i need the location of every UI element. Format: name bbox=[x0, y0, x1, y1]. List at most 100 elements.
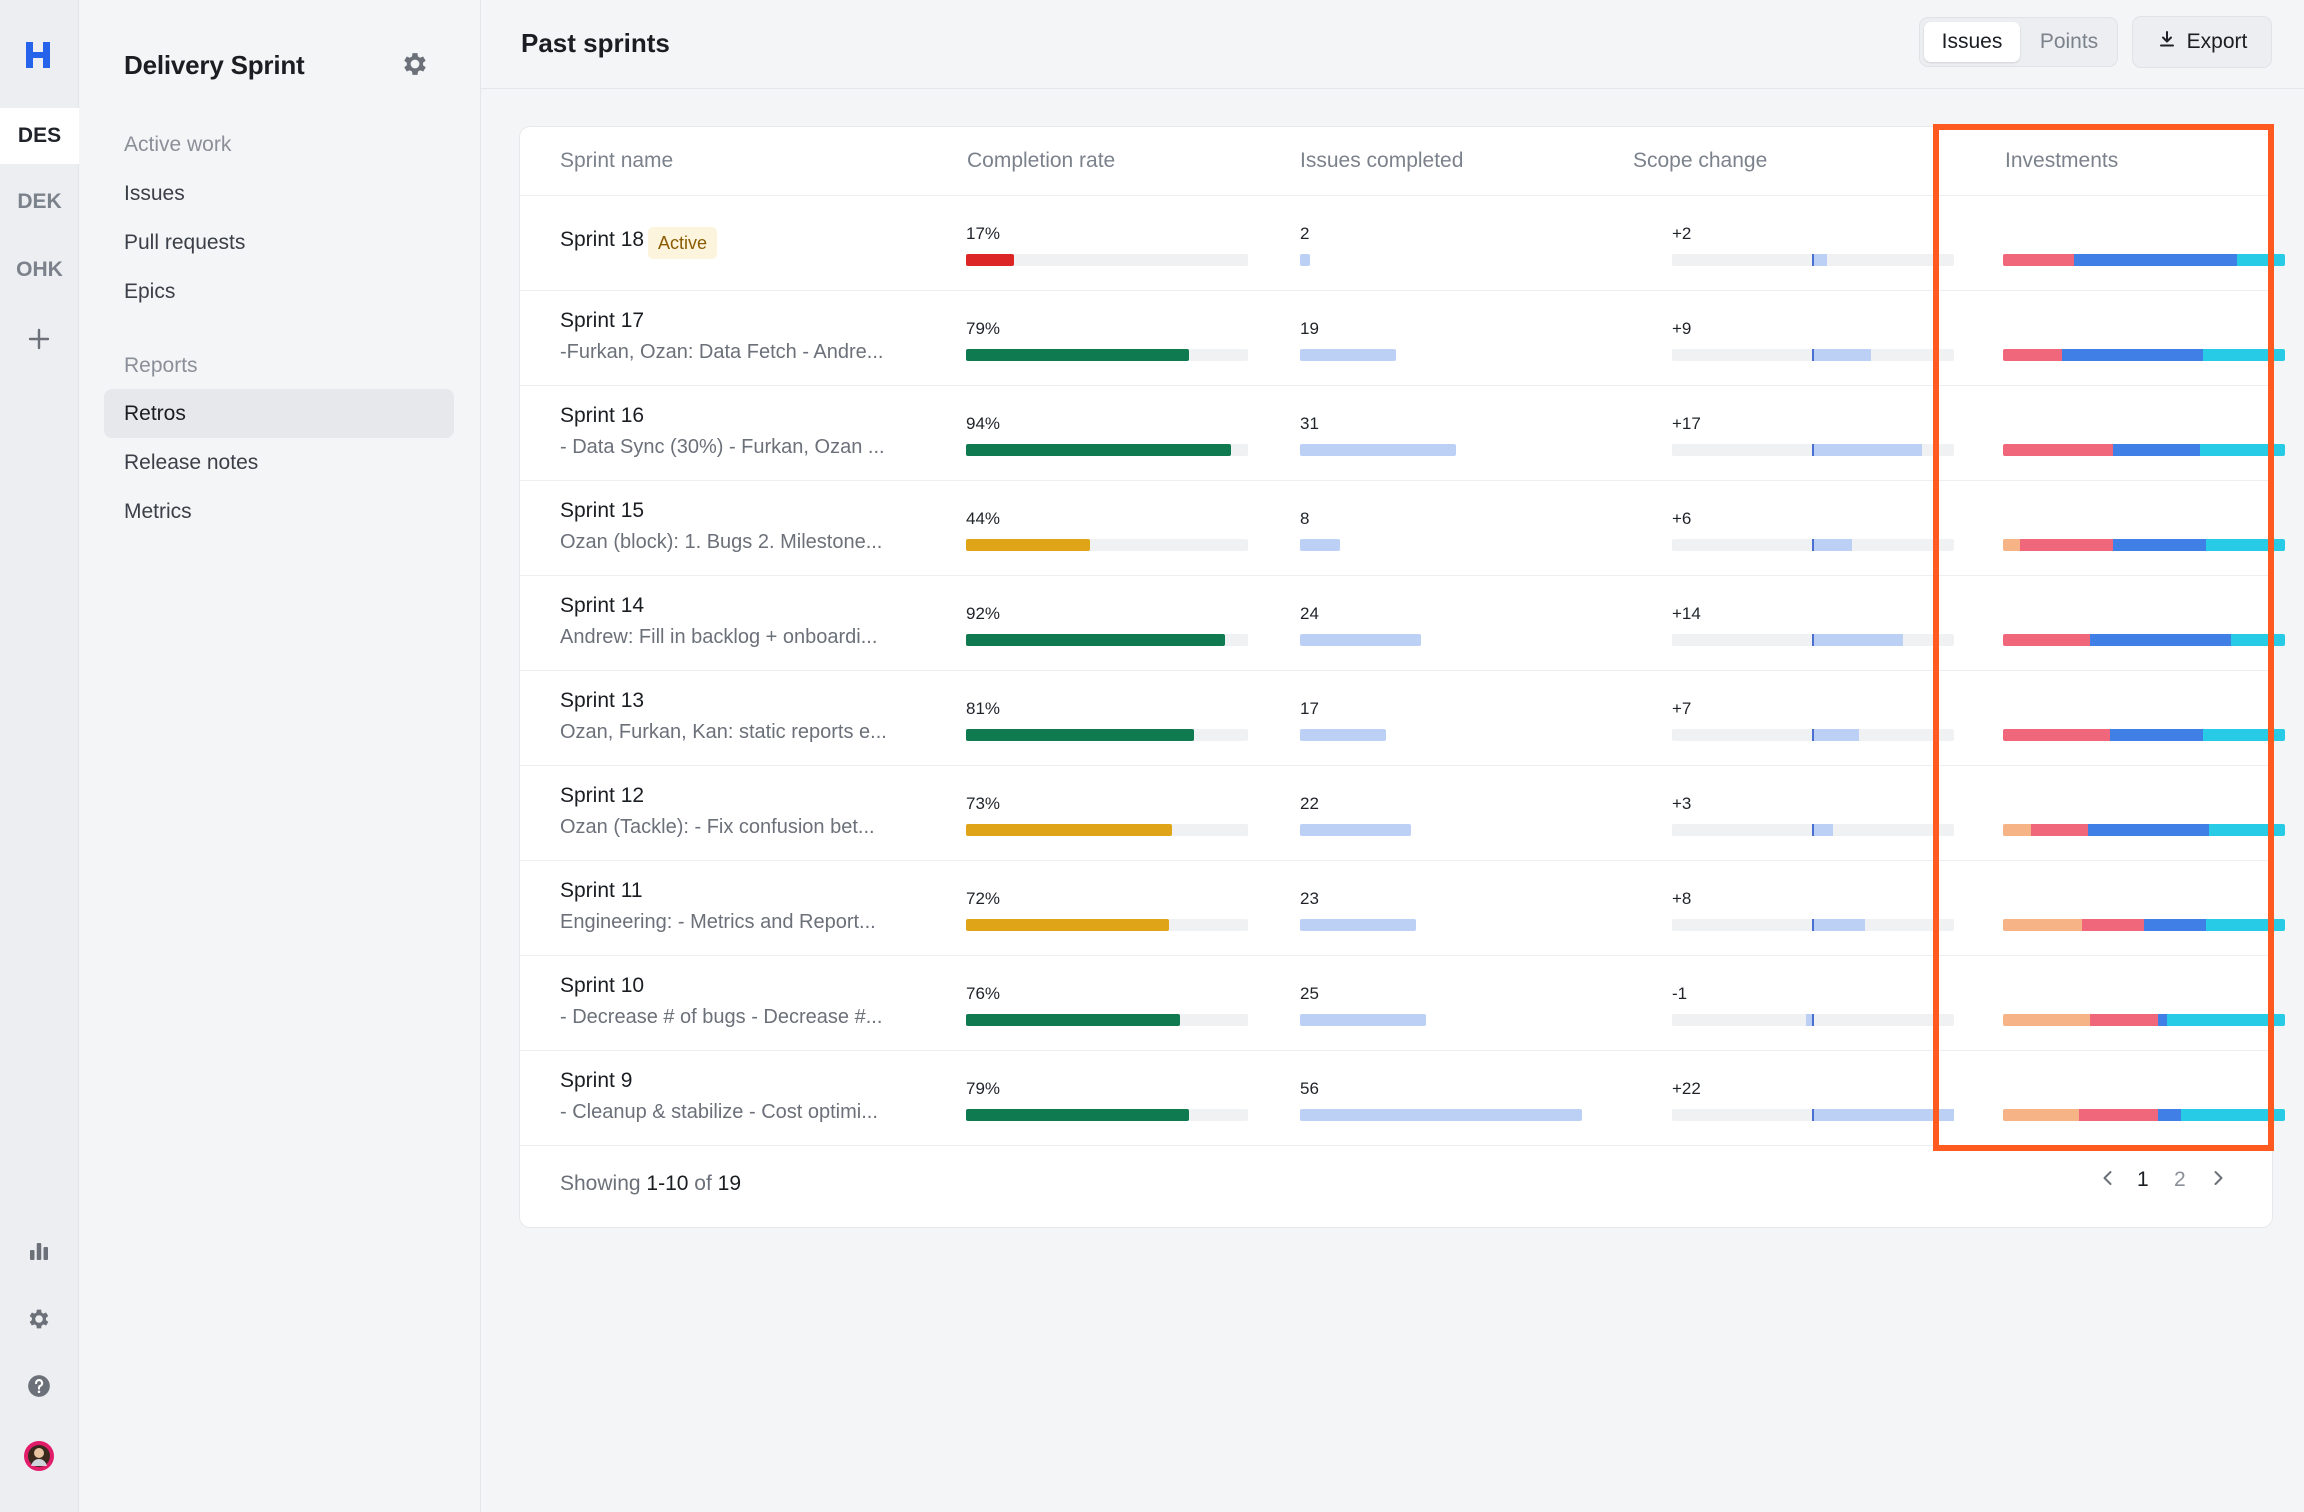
scope-track bbox=[1672, 634, 1954, 646]
investment-bar[interactable] bbox=[2003, 1109, 2285, 1121]
scope-fill bbox=[1805, 1014, 1812, 1026]
next-page-icon[interactable] bbox=[2208, 1168, 2228, 1194]
investment-segment bbox=[2003, 634, 2091, 646]
section-active-work: Active work bbox=[124, 133, 232, 156]
toggle-issues[interactable]: Issues bbox=[1924, 22, 2020, 62]
user-avatar[interactable] bbox=[20, 1437, 58, 1475]
page-title: Past sprints bbox=[521, 28, 670, 58]
issues-value: 22 bbox=[1300, 794, 1319, 813]
issues-value: 17 bbox=[1300, 699, 1319, 718]
issues-bar bbox=[1300, 254, 1311, 266]
completion-fill bbox=[966, 824, 1172, 836]
completion-fill bbox=[966, 634, 1226, 646]
issues-bar bbox=[1300, 919, 1416, 931]
scope-axis bbox=[1812, 824, 1814, 836]
table-row[interactable]: Sprint 9 - Cleanup & stabilize - Cost opt… bbox=[520, 1051, 2285, 1146]
workspace-rail: DES DEK OHK bbox=[0, 0, 79, 1512]
investment-bar[interactable] bbox=[2003, 729, 2285, 741]
export-button[interactable]: Export bbox=[2132, 16, 2272, 68]
unit-toggle: Issues Points bbox=[1919, 17, 2118, 67]
scope-axis bbox=[1812, 729, 1814, 741]
sprint-name[interactable]: Sprint 18 bbox=[560, 228, 645, 251]
table-row[interactable]: Sprint 13 Ozan, Furkan, Kan: static repor… bbox=[520, 671, 2285, 766]
col-investments[interactable]: Investments bbox=[2005, 149, 2119, 172]
issues-value: 31 bbox=[1300, 414, 1319, 433]
toggle-points[interactable]: Points bbox=[2039, 30, 2099, 53]
scope-track bbox=[1672, 1014, 1954, 1026]
col-scope-change[interactable]: Scope change bbox=[1633, 149, 1768, 172]
investment-bar[interactable] bbox=[2003, 1014, 2285, 1026]
workspace-ohk[interactable]: OHK bbox=[16, 258, 63, 281]
table-row[interactable]: Sprint 10 - Decrease # of bugs - Decrease… bbox=[520, 956, 2285, 1051]
col-issues-completed[interactable]: Issues completed bbox=[1300, 149, 1464, 172]
investment-segment bbox=[2158, 1014, 2167, 1026]
table-row[interactable]: Sprint 18 Active 17% 2 +2 bbox=[520, 196, 2285, 291]
sprint-name[interactable]: Sprint 12 bbox=[560, 784, 645, 807]
investment-segment bbox=[2079, 1109, 2159, 1121]
scope-value: +2 bbox=[1672, 224, 1692, 243]
col-completion-rate[interactable]: Completion rate bbox=[967, 149, 1116, 172]
team-settings-icon[interactable] bbox=[400, 49, 430, 79]
completion-track bbox=[966, 349, 1248, 361]
col-sprint-name[interactable]: Sprint name bbox=[560, 149, 674, 172]
completion-value: 81% bbox=[966, 699, 1001, 718]
sprint-name[interactable]: Sprint 14 bbox=[560, 594, 645, 617]
investment-bar[interactable] bbox=[2003, 349, 2285, 361]
issues-value: 19 bbox=[1300, 319, 1319, 338]
sidebar-item-issues[interactable]: Issues bbox=[124, 182, 185, 205]
issues-value: 8 bbox=[1300, 509, 1310, 528]
investment-bar[interactable] bbox=[2003, 824, 2285, 836]
table-row[interactable]: Sprint 14 Andrew: Fill in backlog + onboa… bbox=[520, 576, 2285, 671]
sidebar-item-metrics[interactable]: Metrics bbox=[124, 500, 192, 523]
investment-bar[interactable] bbox=[2003, 444, 2285, 456]
scope-fill bbox=[1814, 824, 1834, 836]
table-row[interactable]: Sprint 12 Ozan (Tackle): - Fix confusion … bbox=[520, 766, 2285, 861]
table-row[interactable]: Sprint 17 -Furkan, Ozan: Data Fetch - And… bbox=[520, 291, 2285, 386]
investment-bar[interactable] bbox=[2003, 919, 2285, 931]
investment-segment bbox=[2110, 729, 2204, 741]
settings-icon[interactable] bbox=[20, 1300, 58, 1338]
investment-segment bbox=[2003, 729, 2111, 741]
sprint-name[interactable]: Sprint 15 bbox=[560, 499, 645, 522]
table-header: Sprint name Completion rate Issues compl… bbox=[520, 127, 2272, 196]
sprint-description: Ozan (Tackle): - Fix confusion bet... bbox=[560, 816, 875, 838]
scope-fill bbox=[1814, 349, 1872, 361]
sidebar-item-pull-requests[interactable]: Pull requests bbox=[124, 231, 246, 254]
sidebar-item-release-notes[interactable]: Release notes bbox=[124, 451, 259, 474]
issues-value: 24 bbox=[1300, 604, 1319, 623]
add-workspace-icon[interactable] bbox=[20, 320, 58, 358]
scope-axis bbox=[1812, 1014, 1814, 1026]
prev-page-icon[interactable] bbox=[2098, 1168, 2118, 1194]
sprint-name[interactable]: Sprint 10 bbox=[560, 974, 645, 997]
sprint-description: Engineering: - Metrics and Report... bbox=[560, 911, 876, 933]
help-icon[interactable] bbox=[20, 1367, 58, 1405]
investment-bar[interactable] bbox=[2003, 634, 2285, 646]
logo-icon[interactable] bbox=[22, 38, 54, 72]
workspace-dek[interactable]: DEK bbox=[17, 190, 62, 213]
investment-segment bbox=[2090, 634, 2232, 646]
table-row[interactable]: Sprint 16 - Data Sync (30%) - Furkan, Oza… bbox=[520, 386, 2285, 481]
sidebar-item-retros[interactable]: Retros bbox=[124, 402, 186, 425]
investment-segment bbox=[2003, 349, 2063, 361]
completion-fill bbox=[966, 729, 1195, 741]
scope-axis bbox=[1812, 444, 1814, 456]
table-row[interactable]: Sprint 15 Ozan (block): 1. Bugs 2. Milest… bbox=[520, 481, 2285, 576]
sprint-name[interactable]: Sprint 17 bbox=[560, 309, 645, 332]
sidebar-item-epics[interactable]: Epics bbox=[124, 280, 176, 303]
investment-segment bbox=[2206, 539, 2285, 551]
investment-segment bbox=[2203, 349, 2285, 361]
page-2[interactable]: 2 bbox=[2174, 1168, 2186, 1191]
investment-segment bbox=[2158, 1109, 2181, 1121]
sprint-name[interactable]: Sprint 9 bbox=[560, 1069, 633, 1092]
workspace-des[interactable]: DES bbox=[0, 108, 79, 164]
analytics-icon[interactable] bbox=[20, 1232, 58, 1270]
investment-segment bbox=[2003, 444, 2113, 456]
page-1[interactable]: 1 bbox=[2137, 1168, 2149, 1191]
investment-bar[interactable] bbox=[2003, 539, 2285, 551]
table-row[interactable]: Sprint 11 Engineering: - Metrics and Repo… bbox=[520, 861, 2285, 956]
sprint-name[interactable]: Sprint 11 bbox=[560, 879, 643, 902]
sprint-name[interactable]: Sprint 13 bbox=[560, 689, 645, 712]
sprint-name[interactable]: Sprint 16 bbox=[560, 404, 645, 427]
investment-segment bbox=[2180, 1109, 2285, 1121]
